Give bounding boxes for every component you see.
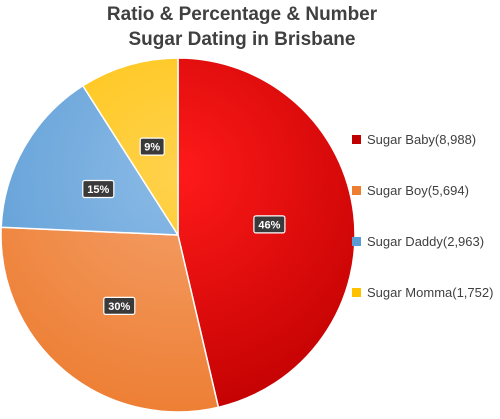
legend-swatch-2 [352, 185, 361, 195]
legend-swatch-4 [352, 287, 361, 297]
data-label-1: 46% [253, 215, 286, 234]
pie-slice-3 [0, 84, 180, 236]
data-label-box-2 [103, 296, 136, 315]
legend-label-2: Sugar Boy(5,694) [367, 182, 469, 198]
pie-slice-4 [81, 57, 179, 238]
pie-slices [0, 57, 356, 413]
legend-label-1: Sugar Baby(8,988) [367, 131, 477, 147]
data-label-text-2: 30% [108, 301, 130, 313]
data-label-text-4: 9% [144, 142, 160, 154]
legend-swatch-1 [352, 134, 361, 144]
pie-slice-2 [0, 226, 220, 413]
data-label-box-4 [139, 137, 165, 156]
chart-title: Ratio & Percentage & Number Sugar Dating… [0, 2, 484, 52]
pie-data-labels: 46% 30% 15% 9% [82, 137, 286, 315]
data-label-box-1 [253, 215, 286, 234]
data-label-box-3 [82, 179, 115, 199]
legend-item-2: Sugar Boy(5,694) [352, 179, 498, 201]
legend-item-3: Sugar Daddy(2,963) [352, 230, 498, 252]
legend-item-1: Sugar Baby(8,988) [352, 128, 498, 150]
data-label-text-1: 46% [258, 219, 280, 231]
legend-swatch-3 [352, 236, 361, 246]
legend-label-3: Sugar Daddy(2,963) [367, 233, 485, 249]
chart-title-line-2: Sugar Dating in Brisbane [128, 29, 356, 50]
chart-legend: Sugar Baby(8,988) Sugar Boy(5,694) Sugar D… [352, 128, 498, 332]
chart-title-line-1: Ratio & Percentage & Number [106, 4, 378, 25]
data-label-3: 15% [82, 179, 115, 199]
data-label-text-3: 15% [87, 184, 109, 196]
legend-item-4: Sugar Momma(1,752) [352, 281, 498, 303]
data-label-2: 30% [103, 296, 136, 315]
data-label-4: 9% [139, 137, 165, 156]
legend-label-4: Sugar Momma(1,752) [367, 284, 494, 300]
